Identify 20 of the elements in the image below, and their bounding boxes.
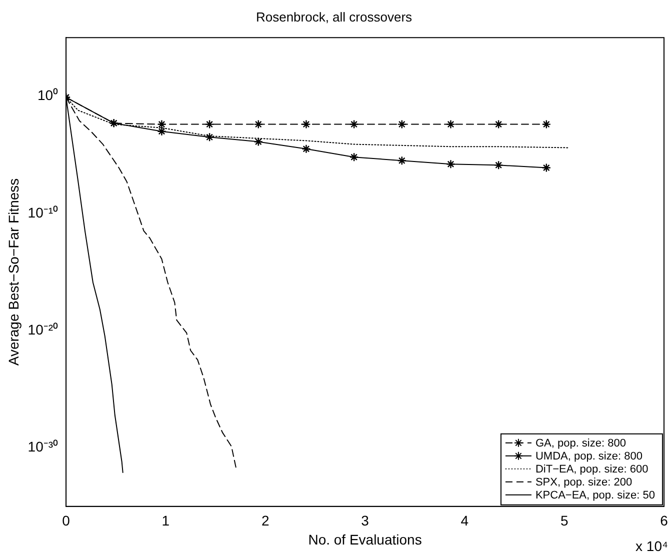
y-tick-label: 10⁻¹⁰ [28, 204, 58, 220]
x-axis-title: No. of Evaluations [308, 531, 422, 548]
y-tick-label: 10⁻²⁰ [28, 321, 58, 338]
y-tick-label: 10⁰ [37, 87, 58, 104]
x-tick-label: 6 [660, 512, 668, 529]
chart-title: Rosenbrock, all crossovers [256, 9, 413, 24]
x-tick-label: 4 [460, 512, 469, 529]
x-tick-label: 3 [361, 512, 370, 529]
text: x 10⁴ [636, 538, 668, 554]
legend-label: UMDA, pop. size: 800 [535, 450, 642, 462]
x-tick-label: 1 [162, 512, 170, 529]
x-tick-label: 2 [261, 512, 270, 529]
y-axis-title: Average Best−So−Far Fitness [5, 178, 22, 366]
legend-label: GA, pop. size: 800 [535, 437, 626, 450]
legend-label: DiT−EA, pop. size: 600 [535, 463, 648, 476]
x-tick-label: 0 [62, 512, 70, 529]
legend-label: SPX, pop. size: 200 [535, 476, 632, 488]
legend-label: KPCA−EA, pop. size: 50 [535, 489, 656, 502]
x-tick-label: 5 [560, 512, 568, 529]
y-tick-label: 10⁻³⁰ [28, 438, 58, 455]
